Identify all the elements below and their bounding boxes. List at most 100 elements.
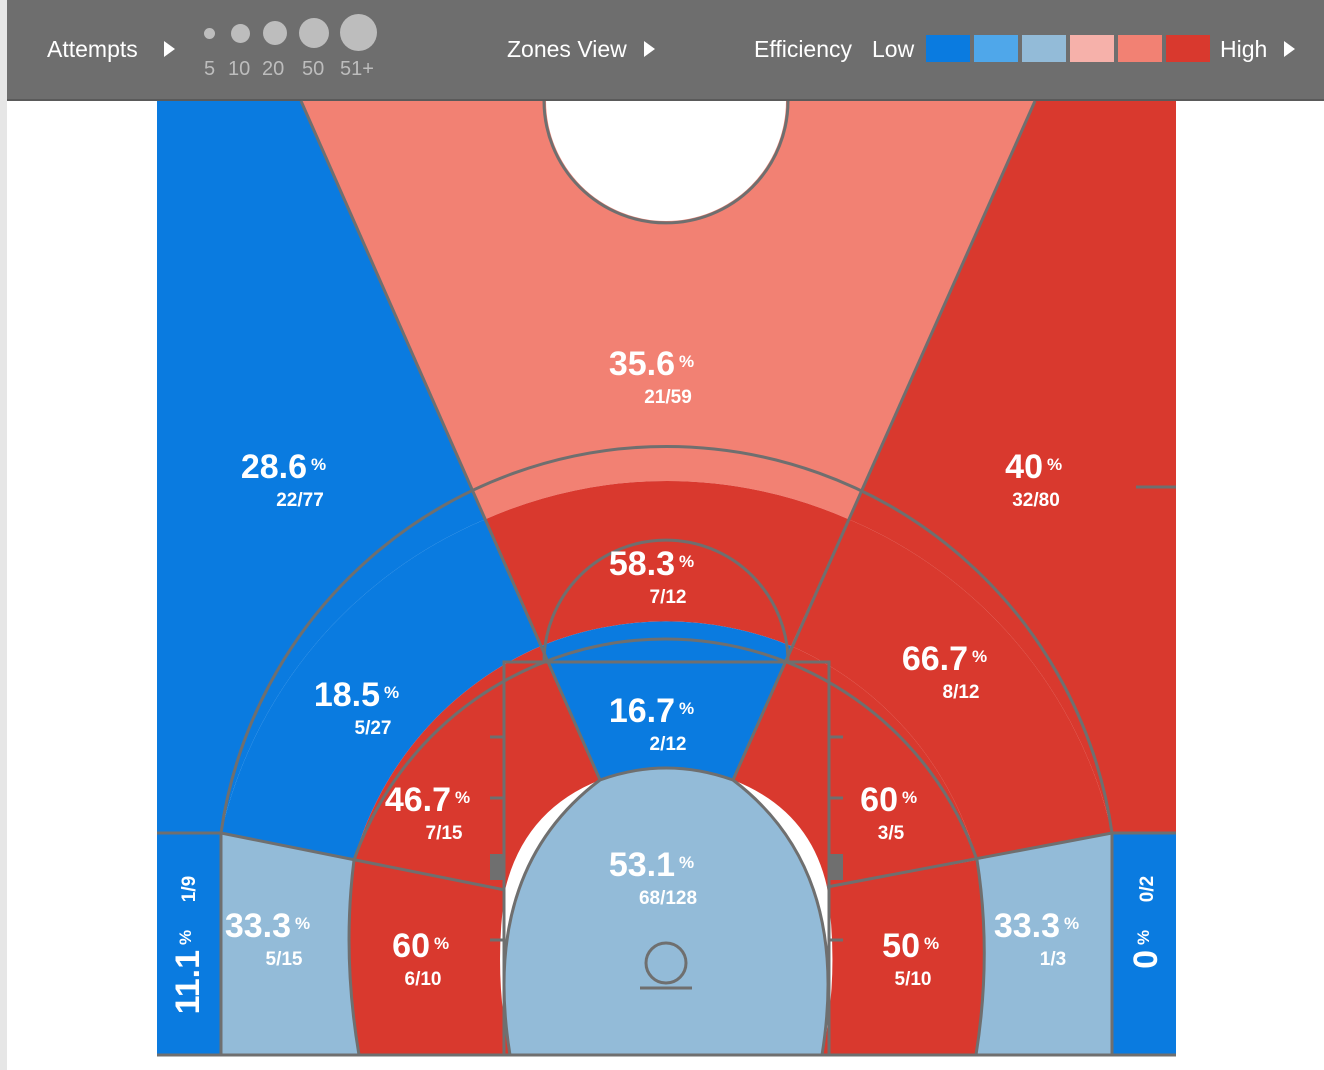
zone-inner-right-baseline[interactable]	[822, 860, 985, 1055]
efficiency-swatch-high	[1166, 35, 1210, 62]
three-point-arc	[219, 445, 1114, 834]
zone-made-attempts: 6/10	[405, 969, 442, 990]
zone-made-attempts: 7/12	[650, 587, 687, 608]
zone-fills	[157, 101, 1176, 1055]
zone-percentage: 33.3	[994, 907, 1060, 945]
attempt-size-dot-icon	[340, 14, 377, 51]
attempts-label: Attempts	[47, 36, 138, 62]
zone-label-mid-left-wing: 18.5 % 5/27	[314, 676, 399, 739]
zone-mid-left-wing[interactable]	[221, 519, 541, 860]
zone-made-attempts: 7/15	[426, 823, 463, 844]
zone-made-attempts: 5/27	[355, 718, 392, 739]
zone-percentage: 28.6	[241, 448, 307, 486]
zone-mid-left-baseline[interactable]	[221, 833, 359, 1055]
right-inner-baseline-divider	[974, 859, 986, 1056]
zone-deep-center[interactable]	[301, 101, 1035, 519]
zone-percentage: 18.5	[314, 676, 380, 714]
zone-label-inner-right-baseline: 50 % 5/10	[882, 927, 939, 990]
zone-percentage: 35.6	[609, 345, 675, 383]
zone-percent-sign: %	[924, 934, 939, 953]
zone-label-left-corner-three: 11.1% 1/9	[169, 876, 207, 1015]
attempt-size-dot-icon	[204, 28, 215, 39]
attempt-size-dot-icon	[263, 21, 287, 45]
zone-inner-right-upper[interactable]	[733, 646, 977, 887]
mid-range-arc	[352, 637, 979, 861]
zone-label-mid-right-baseline: 33.3 % 1/3	[994, 907, 1079, 970]
zone-mid-top[interactable]	[486, 480, 848, 646]
hoop-icon	[644, 941, 688, 985]
zone-made-attempts: 0/2	[1137, 876, 1158, 902]
lane-hash-marks	[490, 735, 843, 942]
efficiency-swatch-mid-high	[1070, 35, 1114, 62]
zone-made-attempts: 2/12	[650, 734, 687, 755]
zone-made-attempts: 5/15	[266, 949, 303, 970]
zone-percentage: 66.7	[902, 640, 968, 678]
zone-made-attempts: 32/80	[1012, 490, 1060, 511]
zone-made-attempts: 21/59	[644, 387, 692, 408]
zones-view-toggle-icon[interactable]	[644, 41, 655, 57]
zone-made-attempts: 22/77	[276, 490, 324, 511]
page-left-edge	[0, 0, 7, 1070]
efficiency-low-label: Low	[872, 36, 915, 62]
zone-percentage: 60	[860, 781, 898, 819]
zone-percent-sign: %	[434, 934, 449, 953]
zone-deep-right[interactable]	[848, 101, 1176, 833]
attempt-size-label: 5	[204, 58, 216, 80]
zone-label-paint-top: 16.7 % 2/12	[609, 692, 694, 755]
zone-made-attempts: 1/9	[179, 876, 200, 902]
zone-made-attempts: 68/128	[639, 888, 697, 909]
zone-label-mid-right-wing: 66.7 % 8/12	[902, 640, 987, 703]
zone-label-deep-right: 40 % 32/80	[1005, 448, 1062, 511]
attempt-size-label: 51+	[340, 58, 374, 80]
zone-mid-right-baseline[interactable]	[976, 833, 1112, 1055]
zone-percentage: 40	[1005, 448, 1043, 486]
attempt-size-label: 20	[262, 58, 285, 80]
zone-percent-sign: %	[972, 647, 987, 666]
zone-restricted-area[interactable]	[504, 768, 829, 1055]
zone-percent-sign: %	[679, 352, 694, 371]
zone-percent-sign: %	[1134, 930, 1153, 945]
zone-label-right-corner-three: 0% 0/2	[1127, 876, 1165, 969]
basket	[640, 941, 692, 990]
zone-label-inner-left-baseline: 60 % 6/10	[392, 927, 449, 990]
zone-right-corner-three[interactable]	[1112, 833, 1176, 1055]
zone-percentage: 53.1	[609, 846, 675, 884]
zone-inner-left-baseline[interactable]	[349, 860, 510, 1055]
zone-made-attempts: 5/10	[895, 969, 932, 990]
zone-made-attempts: 8/12	[943, 682, 980, 703]
right-baseline-divider	[826, 831, 1113, 889]
efficiency-toggle-icon[interactable]	[1284, 41, 1295, 57]
left-inner-baseline-divider	[347, 859, 361, 1056]
zone-percentage: 46.7	[385, 781, 451, 819]
zone-percent-sign: %	[455, 788, 470, 807]
attempts-toggle-icon[interactable]	[164, 41, 175, 57]
zone-deep-left[interactable]	[157, 101, 486, 833]
zones-view-label[interactable]: Zones View	[507, 36, 627, 62]
zone-percent-sign: %	[176, 930, 195, 945]
efficiency-swatch-low-mid	[974, 35, 1018, 62]
zone-label-mid-top: 58.3 % 7/12	[609, 545, 694, 608]
zone-label-inner-right-upper: 60 % 3/5	[860, 781, 917, 844]
zone-percent-sign: %	[679, 853, 694, 872]
zone-percent-sign: %	[679, 699, 694, 718]
left-diagonal-divider	[299, 100, 602, 781]
zone-percentage: 16.7	[609, 692, 675, 730]
zone-percentage: 33.3	[225, 907, 291, 945]
left-baseline-divider	[220, 831, 506, 892]
zone-percentage: 11.1	[169, 950, 207, 1014]
center-circle-fill	[546, 101, 786, 221]
zone-inner-left-upper[interactable]	[354, 646, 600, 890]
efficiency-high-label: High	[1220, 36, 1268, 62]
zone-label-deep-center: 35.6 % 21/59	[609, 345, 694, 408]
shot-chart-toolbar: Attempts 5 10 20 50 51+ Zones View Effic…	[7, 0, 1324, 101]
zone-labels: 28.6 % 22/77 35.6 % 21/59 40 % 32/80 18.5 % 5/27 58.…	[169, 345, 1165, 1014]
zone-percentage: 50	[882, 927, 920, 965]
zone-percent-sign: %	[1047, 455, 1062, 474]
zone-label-restricted-area: 53.1 % 68/128	[609, 846, 697, 909]
zone-left-corner-three[interactable]	[157, 833, 221, 1055]
zone-mid-right-wing[interactable]	[791, 519, 1112, 860]
restricted-area-boundary	[502, 766, 830, 1056]
zone-percentage: 0	[1127, 950, 1165, 969]
attempt-size-dot-icon	[231, 24, 250, 43]
